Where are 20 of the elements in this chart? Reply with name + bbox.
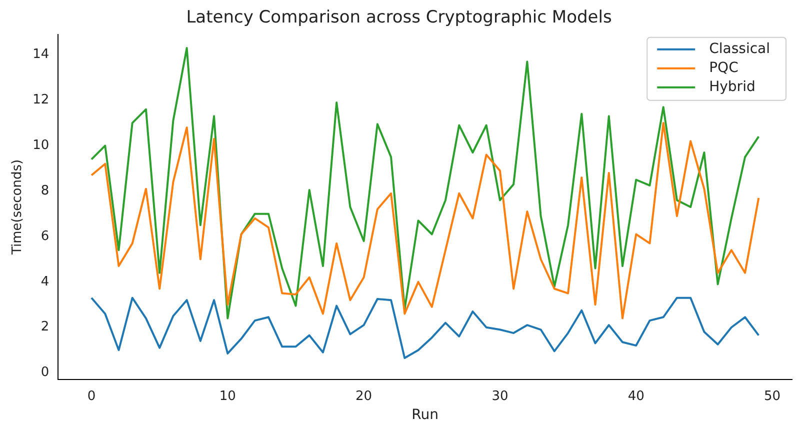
y-tick-label: 6 [40, 228, 50, 244]
x-tick-label: 30 [492, 388, 508, 404]
y-axis-title: Time(seconds) [10, 159, 26, 256]
y-tick-label: 2 [40, 320, 50, 335]
y-tick-label: 14 [32, 47, 50, 62]
chart-title: Latency Comparison across Cryptographic Models [186, 8, 612, 28]
x-tick-label: 20 [356, 388, 372, 404]
x-tick-label: 40 [628, 388, 644, 404]
x-tick-label: 0 [87, 388, 96, 404]
x-tick-label: 10 [219, 388, 236, 404]
x-tick-label: 50 [764, 388, 781, 404]
legend-label: Hybrid [709, 79, 756, 96]
legend-label: PQC [709, 60, 739, 76]
y-tick-label: 10 [32, 138, 50, 154]
y-tick-label: 12 [32, 92, 50, 108]
y-tick-label: 4 [40, 274, 50, 290]
legend-label: Classical [709, 41, 770, 58]
y-tick-label: 8 [40, 183, 50, 198]
y-tick-label: 0 [40, 365, 50, 380]
x-axis-title: Run [412, 407, 438, 424]
